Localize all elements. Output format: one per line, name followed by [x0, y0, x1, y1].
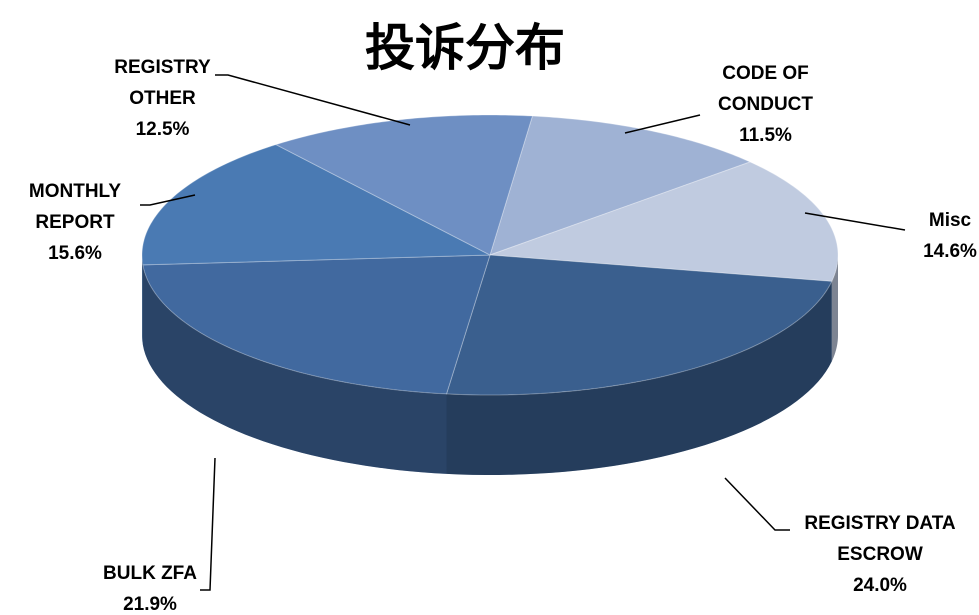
data-label: CODE OF CONDUCT 11.5%: [698, 58, 833, 151]
slice: [274, 114, 534, 256]
value-label: 24.0%: [853, 575, 907, 596]
slice: [489, 115, 752, 256]
slice-side-shade: [831, 255, 838, 362]
data-label: MONTHLY REPORT 15.6%: [0, 176, 150, 269]
slice-side: [446, 281, 832, 475]
leader-line: [804, 212, 906, 231]
slice: [445, 254, 833, 396]
data-label: REGISTRY DATA ESCROW 24.0%: [780, 508, 979, 601]
category-label: Misc: [928, 210, 972, 231]
value-label: 15.6%: [48, 243, 102, 264]
slice-side-shade: [446, 281, 832, 475]
data-label: REGISTRY OTHER 12.5%: [95, 52, 230, 145]
value-label: 14.6%: [923, 241, 977, 262]
slice-side-shade: [142, 264, 447, 474]
category-label: REGISTRY OTHER: [114, 57, 211, 109]
value-label: 11.5%: [739, 125, 792, 146]
category-label: CODE OF CONDUCT: [718, 63, 813, 115]
value-label: 21.9%: [123, 594, 177, 615]
slice-side: [142, 255, 143, 345]
slice: [489, 161, 839, 282]
leader-line: [215, 74, 411, 126]
slice: [142, 254, 491, 395]
slice-side: [142, 264, 447, 474]
slice-side-shade: [142, 255, 143, 345]
data-label: Misc 14.6%: [905, 205, 979, 267]
category-label: BULK ZFA: [103, 563, 197, 584]
leader-line: [624, 114, 701, 134]
chart-title: 投诉分布: [365, 20, 565, 76]
category-label: REGISTRY DATA ESCROW: [804, 513, 956, 565]
value-label: 12.5%: [135, 119, 190, 140]
data-label: BULK ZFA 21.9%: [80, 558, 220, 615]
category-label: MONTHLY REPORT: [28, 181, 122, 233]
leader-line: [724, 477, 790, 531]
leader-line: [200, 457, 216, 591]
slice-side: [831, 255, 838, 362]
leader-line: [140, 194, 196, 206]
slice: [141, 144, 491, 266]
